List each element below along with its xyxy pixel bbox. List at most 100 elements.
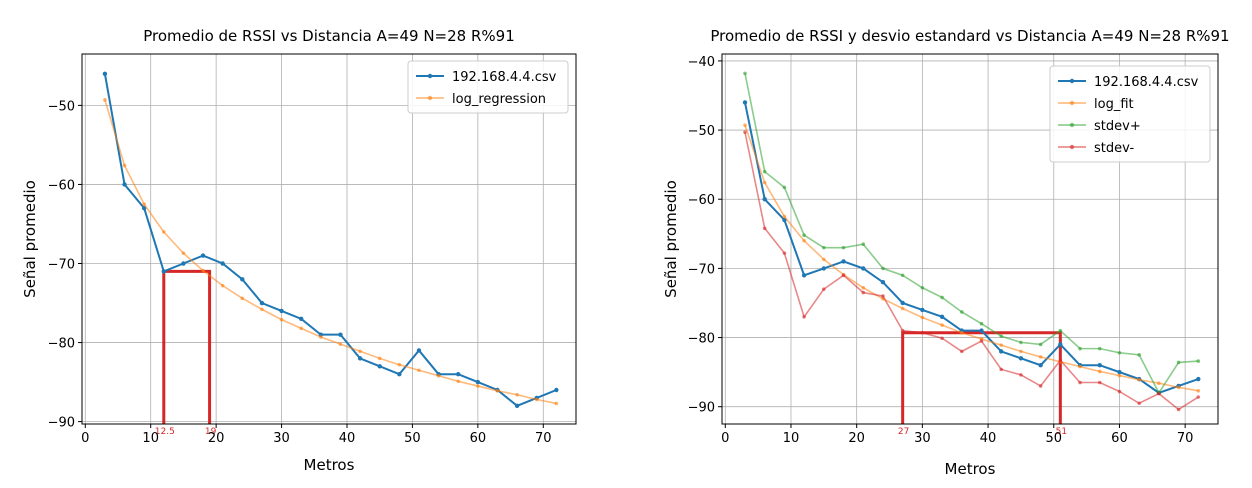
data-point <box>920 330 925 335</box>
series-line <box>744 102 1199 394</box>
x-tick-label: 0 <box>721 431 729 446</box>
y-tick-label: −90 <box>688 401 715 416</box>
plot-frame <box>721 53 1219 425</box>
x-tick-label: 30 <box>914 431 931 446</box>
legend-box <box>1049 65 1211 163</box>
series-2 <box>103 98 559 406</box>
data-point <box>979 328 984 333</box>
data-point <box>456 371 461 377</box>
data-point <box>1137 377 1141 382</box>
chart-1: 12.5 19 0 10 20 30 40 50 60 70 −90 −80 −70 −60 −50 Prom… <box>21 27 577 474</box>
x-tick-label: 0 <box>81 431 89 446</box>
data-point <box>743 130 747 134</box>
series-line <box>744 131 1199 411</box>
data-point <box>900 273 905 278</box>
data-point <box>357 356 363 361</box>
x-tick-label: 50 <box>404 431 421 446</box>
data-point <box>1157 391 1161 396</box>
data-point <box>397 371 402 377</box>
data-point <box>742 100 748 105</box>
data-point <box>920 307 925 313</box>
data-point <box>782 185 787 190</box>
highlight-rectangle <box>162 269 212 424</box>
data-point <box>1038 342 1043 347</box>
annotation-label: 12.5 <box>155 427 175 437</box>
data-point <box>1097 363 1102 368</box>
series-line <box>744 124 1199 392</box>
data-point <box>377 364 382 369</box>
chart-title: Promedio de RSSI y desvio estandard vs D… <box>710 27 1229 45</box>
x-tick-label: 50 <box>1045 431 1062 446</box>
x-tick-label: 60 <box>1111 431 1128 446</box>
data-point <box>103 98 107 102</box>
y-tick-label: −70 <box>688 262 715 277</box>
data-point <box>279 317 284 322</box>
data-point <box>161 230 166 234</box>
data-point <box>1196 389 1201 393</box>
data-point <box>298 316 304 322</box>
y-tick-label: −90 <box>48 416 75 431</box>
data-point <box>999 367 1004 372</box>
data-point <box>142 202 146 207</box>
data-point <box>782 214 787 219</box>
data-point <box>260 307 264 312</box>
legend: 192.168.4.4.csv log_regression <box>407 60 569 114</box>
data-point <box>1196 359 1201 363</box>
data-point <box>122 182 127 187</box>
data-point <box>861 290 866 295</box>
annotation-label: 19 <box>205 427 217 437</box>
x-tick-label: 10 <box>142 431 159 446</box>
data-point <box>220 283 225 288</box>
legend-box <box>407 60 569 114</box>
legend-label: log_regression <box>452 92 546 107</box>
x-tick-label: 40 <box>980 431 997 446</box>
data-point <box>397 362 402 367</box>
data-point <box>1176 360 1181 365</box>
data-point <box>940 336 944 341</box>
data-point <box>743 71 747 76</box>
data-point <box>475 379 481 385</box>
data-point <box>821 266 827 271</box>
data-point <box>299 326 303 331</box>
y-tick-label: −80 <box>688 332 715 347</box>
data-point <box>1117 389 1122 394</box>
data-point <box>959 349 964 354</box>
data-point <box>240 296 245 301</box>
legend-marker <box>427 73 433 79</box>
legend-marker <box>1069 122 1075 128</box>
data-point <box>1117 350 1122 355</box>
data-point <box>939 314 945 320</box>
data-point <box>999 343 1004 347</box>
data-point <box>220 261 225 266</box>
data-point <box>495 388 500 393</box>
data-point <box>456 379 461 384</box>
highlight-rectangle <box>901 331 1062 424</box>
data-point <box>1038 363 1043 368</box>
series-line <box>104 99 557 405</box>
data-point <box>377 356 382 361</box>
data-point <box>515 392 519 397</box>
data-point <box>861 285 866 290</box>
data-point <box>554 401 559 406</box>
x-tick-label: 60 <box>470 431 487 446</box>
series-2 <box>743 123 1201 393</box>
data-point <box>999 349 1004 354</box>
data-point <box>802 315 806 319</box>
data-point <box>959 310 964 314</box>
legend-label: 192.168.4.4.csv <box>452 70 557 85</box>
data-point <box>1078 364 1082 369</box>
data-point <box>358 349 362 354</box>
y-axis-label: Señal promedio <box>662 180 680 298</box>
x-axis-label: Metros <box>304 456 355 474</box>
data-point <box>841 259 846 264</box>
data-point <box>1019 349 1023 354</box>
data-point <box>1196 376 1201 382</box>
data-point <box>881 266 885 271</box>
annotation-label: 51 <box>1056 427 1067 437</box>
data-point <box>979 321 984 326</box>
data-point <box>279 308 284 314</box>
data-point <box>1176 407 1181 412</box>
y-tick-label: −50 <box>48 99 75 114</box>
legend-label: stdev- <box>1094 141 1134 156</box>
data-point <box>762 226 767 231</box>
